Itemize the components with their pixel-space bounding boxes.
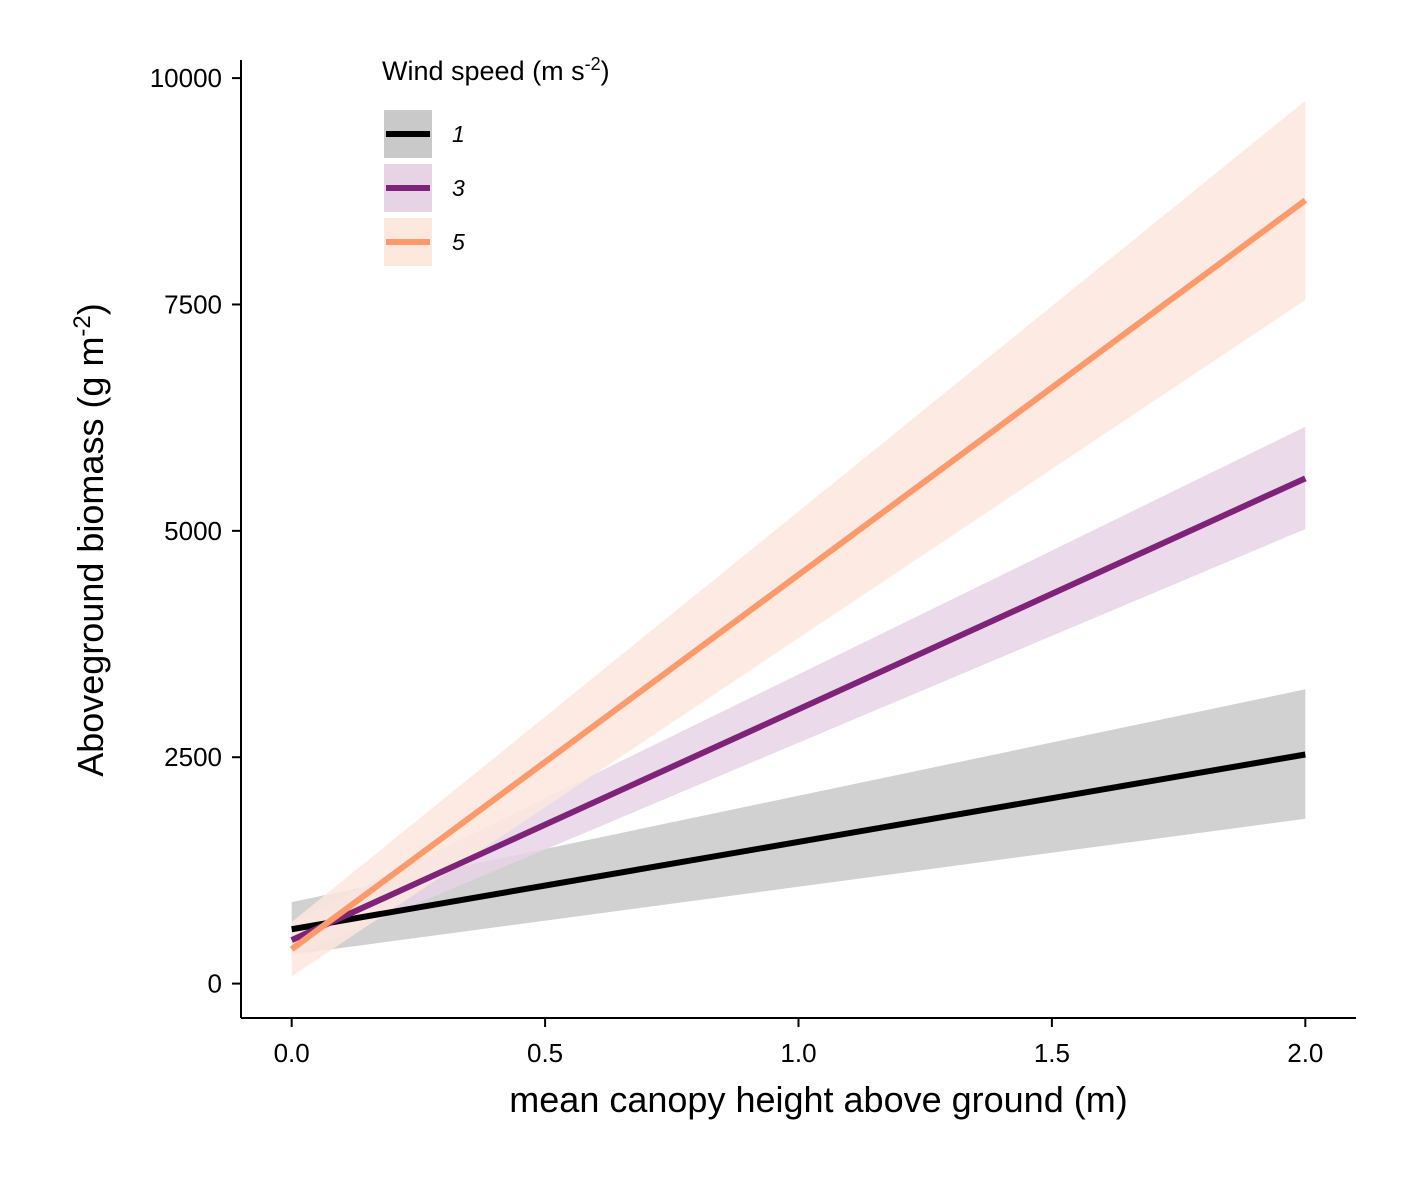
legend-title: Wind speed (m s-2) (382, 54, 610, 86)
legend-item-1: 1 (384, 110, 465, 158)
legend-label: 5 (452, 229, 465, 255)
legend-title-sup: -2 (585, 54, 601, 74)
x-tick-label: 0.5 (527, 1038, 563, 1068)
y-axis-title: Aboveground biomass (g m-2) (69, 303, 112, 777)
x-tick-label: 0.0 (274, 1038, 310, 1068)
legend-title-main: Wind speed (m s (382, 56, 585, 86)
y-tick-label: 10000 (150, 63, 222, 93)
legend-label: 1 (452, 121, 465, 147)
y-tick-label: 2500 (164, 742, 222, 772)
confidence-band-5 (291, 100, 1306, 977)
legend: Wind speed (m s-2) 1 3 5 (382, 54, 610, 266)
confidence-bands (291, 100, 1306, 977)
y-axis-title-close: ) (70, 303, 111, 315)
legend-title-close: ) (601, 56, 610, 86)
y-axis-title-sup: -2 (69, 315, 96, 336)
series-line-1 (291, 751, 1306, 933)
series-lines (289, 197, 1308, 952)
x-tick-label: 1.5 (1034, 1038, 1070, 1068)
series-line-3 (290, 475, 1307, 943)
x-tick-label: 1.0 (780, 1038, 816, 1068)
x-tick-label: 2.0 (1287, 1038, 1323, 1068)
y-axis-ticks: 0 2500 5000 7500 10000 (150, 63, 241, 999)
x-axis-title: mean canopy height above ground (m) (509, 1079, 1127, 1120)
y-axis-title-main: Aboveground biomass (g m (70, 337, 111, 777)
y-tick-label: 0 (208, 969, 222, 999)
legend-items: 1 3 5 (384, 110, 465, 266)
legend-item-3: 3 (384, 164, 465, 212)
legend-label: 3 (452, 175, 465, 201)
y-tick-label: 7500 (164, 289, 222, 319)
legend-item-5: 5 (384, 218, 465, 266)
y-tick-label: 5000 (164, 516, 222, 546)
series-line-5 (289, 197, 1308, 952)
x-axis-ticks: 0.0 0.5 1.0 1.5 2.0 (274, 1018, 1323, 1068)
